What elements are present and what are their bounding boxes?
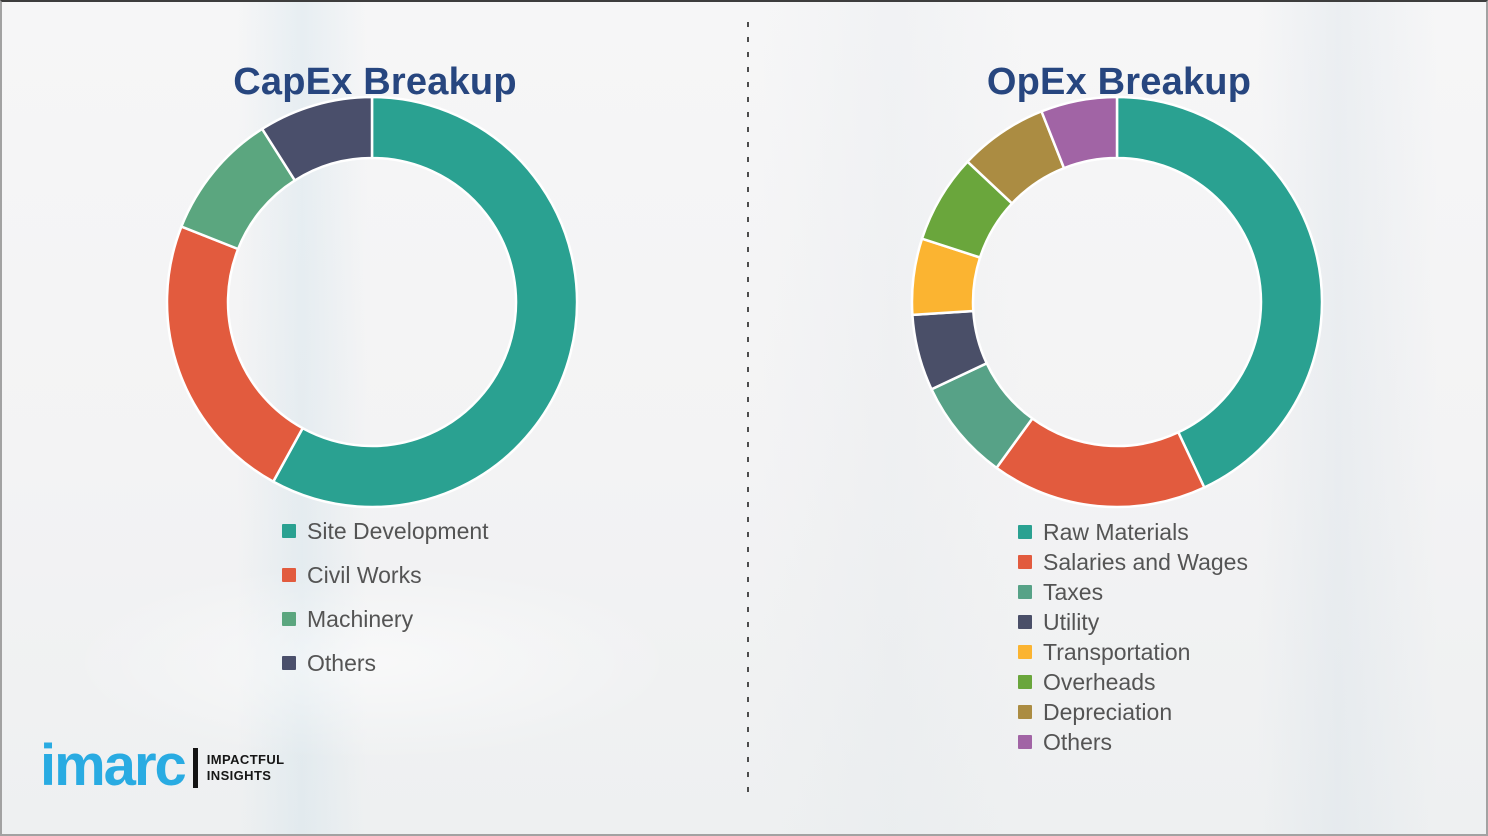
donut-segment-others <box>1039 95 1119 170</box>
legend-swatch <box>282 612 296 626</box>
legend-swatch <box>1018 675 1032 689</box>
legend-label: Others <box>307 649 377 676</box>
imarc-logo: imarc IMPACTFUL INSIGHTS <box>40 733 285 798</box>
legend-swatch <box>1018 555 1032 569</box>
capex-chart-title: CapEx Breakup <box>233 60 517 103</box>
legend-label: Site Development <box>307 517 489 544</box>
legend-swatch <box>282 524 296 538</box>
capex-donut-chart <box>165 95 579 509</box>
donut-segment-raw-materials <box>1115 95 1324 490</box>
legend-label: Utility <box>1043 608 1100 635</box>
legend-label: Others <box>1043 728 1113 755</box>
legend-item: Others <box>1018 730 1248 754</box>
legend-swatch <box>282 568 296 582</box>
legend-item: Salaries and Wages <box>1018 550 1248 574</box>
legend-item: Transportation <box>1018 640 1248 664</box>
legend-label: Taxes <box>1043 578 1104 605</box>
legend-item: Taxes <box>1018 580 1248 604</box>
legend-item: Civil Works <box>282 563 489 587</box>
legend-label: Transportation <box>1043 638 1191 665</box>
legend-swatch <box>1018 615 1032 629</box>
legend-swatch <box>1018 525 1032 539</box>
legend-label: Overheads <box>1043 668 1156 695</box>
donut-segment-civil-works <box>165 224 305 484</box>
donut-segment-site-development <box>271 95 579 509</box>
legend-label: Salaries and Wages <box>1043 548 1248 575</box>
legend-item: Site Development <box>282 519 489 543</box>
legend-swatch <box>1018 645 1032 659</box>
legend-swatch <box>282 656 296 670</box>
legend-label: Civil Works <box>307 561 422 588</box>
legend-item: Raw Materials <box>1018 520 1248 544</box>
legend-item: Overheads <box>1018 670 1248 694</box>
opex-legend: Raw Materials Salaries and Wages Taxes Util… <box>1018 520 1248 760</box>
legend-item: Depreciation <box>1018 700 1248 724</box>
logo-divider-bar <box>192 747 198 788</box>
opex-chart-title: OpEx Breakup <box>986 60 1252 103</box>
legend-swatch <box>1018 705 1032 719</box>
logo-tagline-line2: INSIGHTS <box>206 767 272 783</box>
vertical-dashed-divider <box>747 22 749 796</box>
legend-item: Utility <box>1018 610 1248 634</box>
legend-label: Raw Materials <box>1043 518 1189 545</box>
legend-label: Machinery <box>307 605 414 632</box>
legend-item: Others <box>282 651 489 675</box>
legend-swatch <box>1018 735 1032 749</box>
legend-label: Depreciation <box>1043 698 1173 725</box>
donut-segment-salaries-and-wages <box>994 416 1206 509</box>
logo-tagline: IMPACTFUL INSIGHTS <box>207 752 285 783</box>
donut-segment-others <box>260 95 374 183</box>
legend-item: Machinery <box>282 607 489 631</box>
logo-tagline-line1: IMPACTFUL <box>206 752 285 768</box>
legend-swatch <box>1018 585 1032 599</box>
capex-legend: Site Development Civil Works Machinery Othe… <box>282 519 489 695</box>
imarc-logo-text: imarc <box>40 733 187 798</box>
opex-donut-chart <box>910 95 1324 509</box>
